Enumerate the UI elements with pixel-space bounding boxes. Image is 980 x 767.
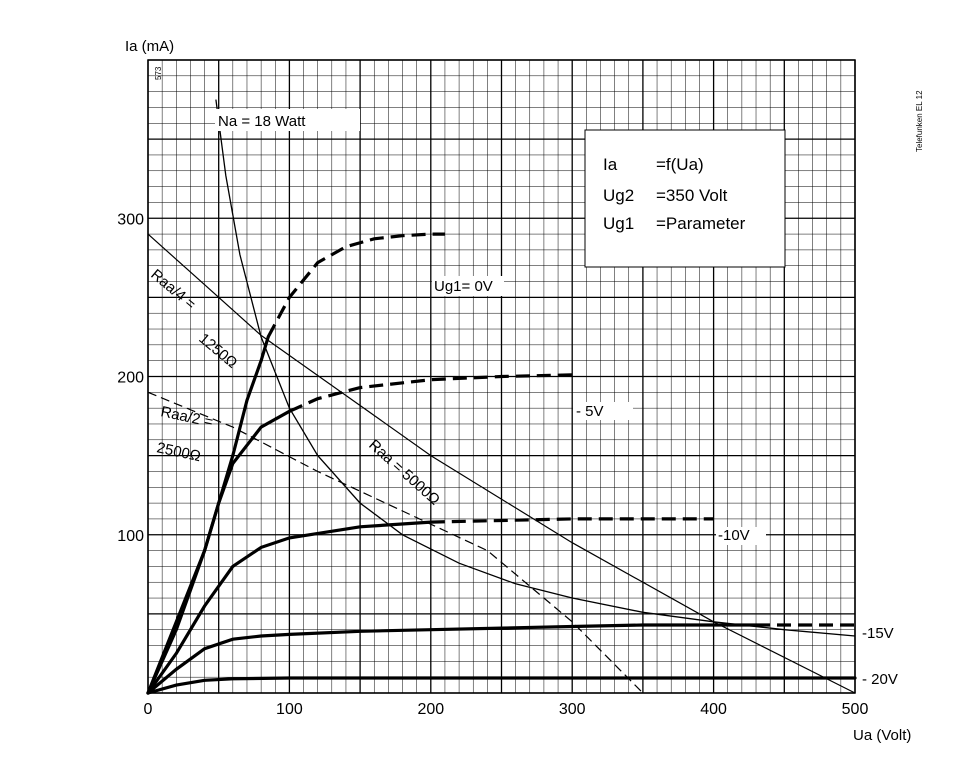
- param-value-ug1: =Parameter: [656, 214, 746, 233]
- parameter-lines: Ia =f(Ua) Ug2 =350 Volt Ug1 =Parameter: [603, 155, 746, 233]
- x-tick-label: 200: [417, 701, 444, 718]
- param-label-ug2: Ug2: [603, 186, 634, 205]
- series-label-0v: Ug1= 0V: [434, 278, 493, 295]
- series-curve-solid: [146, 676, 857, 695]
- series-curve-dashed: [288, 373, 573, 413]
- series-curve-solid: [146, 335, 270, 695]
- curves: [146, 99, 857, 695]
- param-value-ug2: =350 Volt: [656, 186, 728, 205]
- series-curve-solid: [146, 409, 291, 695]
- series-label-15v: -15V: [862, 625, 894, 642]
- y-tick-label: 100: [117, 528, 144, 545]
- x-tick-label: 400: [700, 701, 727, 718]
- y-tick-label: 300: [117, 211, 144, 228]
- parameter-box: [584, 129, 786, 268]
- dissipation-label: Na = 18 Watt: [218, 113, 306, 130]
- axis-ticks: 0 100 200 300 400 500 100 200 300: [117, 211, 868, 718]
- param-value-ia: =f(Ua): [656, 155, 704, 174]
- series-label-10v: -10V: [718, 527, 750, 544]
- x-tick-label: 300: [559, 701, 586, 718]
- series-curve-dashed: [266, 232, 445, 338]
- figure-number: 573: [154, 66, 163, 80]
- y-tick-label: 200: [117, 370, 144, 387]
- load-value-1250: 1250Ω: [195, 330, 240, 372]
- load-line: [147, 233, 262, 336]
- series-curve-dashed: [430, 517, 714, 524]
- x-tick-label: 100: [276, 701, 303, 718]
- series-curve-solid: [146, 623, 758, 695]
- param-label-ug1: Ug1: [603, 214, 634, 233]
- series-label-20v: - 20V: [862, 671, 898, 688]
- series-curve-solid: [146, 520, 433, 695]
- dissipation-curve: [215, 99, 856, 637]
- x-tick-label: 0: [144, 701, 153, 718]
- plot-frame: [147, 59, 856, 694]
- x-tick-label: 500: [842, 701, 869, 718]
- load-line: [147, 391, 644, 694]
- plot-border: [147, 59, 856, 694]
- y-axis-title: Ia (mA): [125, 38, 174, 55]
- source-label: Telefunken EL 12: [915, 90, 924, 152]
- curve-annotations: Na = 18 Watt Ug1= 0V - 5V -10V -15V - 20…: [147, 109, 915, 689]
- x-axis-title: Ua (Volt): [853, 727, 911, 744]
- load-label-raa2: Raa/2 =: [159, 403, 215, 431]
- load-line: [260, 334, 856, 694]
- series-label-5v: - 5V: [576, 403, 604, 420]
- param-label-ia: Ia: [603, 155, 618, 174]
